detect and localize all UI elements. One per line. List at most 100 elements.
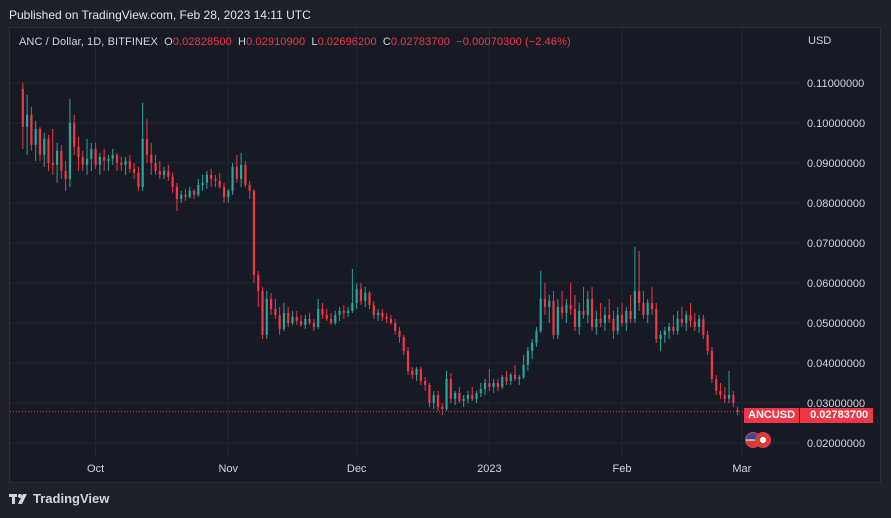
candle-body bbox=[55, 150, 59, 165]
candle-body bbox=[210, 174, 213, 179]
candle-body bbox=[167, 170, 170, 177]
candle-body bbox=[128, 160, 131, 169]
price-tag-value: 0.02783700 bbox=[799, 408, 874, 423]
candle-body bbox=[111, 154, 114, 159]
candle-body bbox=[85, 158, 89, 165]
candle-body bbox=[471, 394, 474, 399]
candle-body bbox=[616, 314, 619, 331]
candle-body bbox=[304, 318, 307, 325]
candle-body bbox=[287, 312, 290, 323]
candle-body bbox=[445, 378, 448, 409]
candle-body bbox=[612, 318, 615, 331]
close-value: 0.02783700 bbox=[390, 36, 451, 48]
candle-body bbox=[115, 154, 119, 163]
candle-body bbox=[398, 330, 401, 337]
candle-body bbox=[107, 158, 110, 161]
candle-body bbox=[368, 292, 371, 305]
candle-body bbox=[539, 298, 542, 331]
candle-body bbox=[81, 156, 84, 165]
candle-body bbox=[736, 409, 739, 412]
candle-body bbox=[120, 162, 123, 165]
candle-body bbox=[578, 310, 581, 327]
candle-body bbox=[496, 382, 500, 387]
candle-body bbox=[697, 318, 701, 327]
footer-brand[interactable]: TradingView bbox=[9, 491, 109, 506]
candle-body bbox=[133, 168, 136, 173]
chart-frame[interactable] bbox=[9, 27, 881, 483]
candle-body bbox=[603, 314, 607, 323]
candle-body bbox=[685, 314, 688, 323]
candle-body bbox=[389, 318, 393, 323]
candle-body bbox=[432, 394, 435, 403]
candle-body bbox=[689, 314, 692, 321]
candle-body bbox=[175, 186, 179, 199]
candle-body bbox=[535, 330, 538, 343]
symbol-label[interactable]: ANC / Dollar, 1D, BITFINEX bbox=[19, 36, 158, 48]
candle-body bbox=[522, 364, 525, 377]
candle-body bbox=[261, 290, 264, 335]
candle-body bbox=[21, 88, 24, 127]
candle-body bbox=[141, 138, 144, 187]
candle-body bbox=[458, 392, 461, 401]
candle-body bbox=[295, 316, 298, 321]
candle-body bbox=[488, 382, 491, 387]
candle-body bbox=[633, 290, 636, 319]
candle-body bbox=[282, 312, 286, 329]
candle-body bbox=[483, 382, 487, 389]
candle-body bbox=[180, 194, 183, 199]
candle-body bbox=[240, 164, 243, 179]
x-tick-label: Mar bbox=[732, 463, 751, 475]
candle-body bbox=[629, 310, 632, 319]
candle-body bbox=[347, 310, 350, 313]
high-value: 0.02910900 bbox=[246, 36, 306, 48]
y-tick-label: 0.07000000 bbox=[807, 238, 865, 250]
candle-body bbox=[732, 394, 735, 403]
candle-body bbox=[513, 374, 517, 379]
brand-name: TradingView bbox=[33, 491, 110, 506]
candle-body bbox=[715, 378, 718, 391]
candle-body bbox=[727, 394, 731, 399]
candle-body bbox=[415, 368, 418, 375]
candle-body bbox=[248, 184, 251, 191]
x-tick-label: Feb bbox=[613, 463, 632, 475]
us-flag-icon[interactable] bbox=[755, 432, 771, 448]
candle-body bbox=[312, 322, 315, 327]
candle-body bbox=[702, 318, 705, 335]
candle-body bbox=[98, 156, 101, 165]
candle-body bbox=[171, 176, 174, 187]
candle-body bbox=[201, 182, 204, 185]
candle-body bbox=[505, 376, 508, 381]
candle-body bbox=[214, 178, 217, 181]
candles bbox=[21, 82, 739, 416]
candle-body bbox=[548, 300, 551, 307]
candle-body bbox=[424, 380, 427, 385]
candle-body bbox=[355, 288, 358, 303]
candle-body bbox=[655, 308, 658, 339]
candle-body bbox=[222, 186, 226, 197]
candle-body bbox=[329, 318, 333, 323]
y-axis: 0.02000000 0.03000000 0.04000000 0.05000000… bbox=[807, 78, 865, 450]
candle-body bbox=[625, 310, 628, 323]
candle-body bbox=[590, 298, 594, 327]
candle-body bbox=[441, 406, 444, 409]
candle-body bbox=[723, 394, 726, 399]
candle-body bbox=[492, 382, 495, 387]
x-axis: Oct Nov Dec 2023 Feb Mar bbox=[87, 463, 752, 475]
open-label: O bbox=[164, 36, 173, 48]
open-value: 0.02828500 bbox=[172, 36, 232, 48]
candle-body bbox=[620, 314, 624, 323]
candle-body bbox=[376, 312, 380, 315]
candle-body bbox=[334, 314, 337, 323]
candle-body bbox=[676, 318, 679, 331]
candle-body bbox=[646, 302, 649, 315]
close-label: C bbox=[382, 36, 391, 48]
candle-body bbox=[26, 114, 29, 127]
candle-body bbox=[663, 330, 666, 335]
x-tick-label: Oct bbox=[87, 463, 104, 475]
change-value: −0.00070300 (−2.46%) bbox=[456, 36, 571, 48]
candle-body bbox=[428, 384, 431, 403]
currency-label[interactable]: USD bbox=[808, 35, 832, 47]
candle-body bbox=[73, 122, 76, 147]
y-tick-label: 0.05000000 bbox=[807, 318, 865, 330]
